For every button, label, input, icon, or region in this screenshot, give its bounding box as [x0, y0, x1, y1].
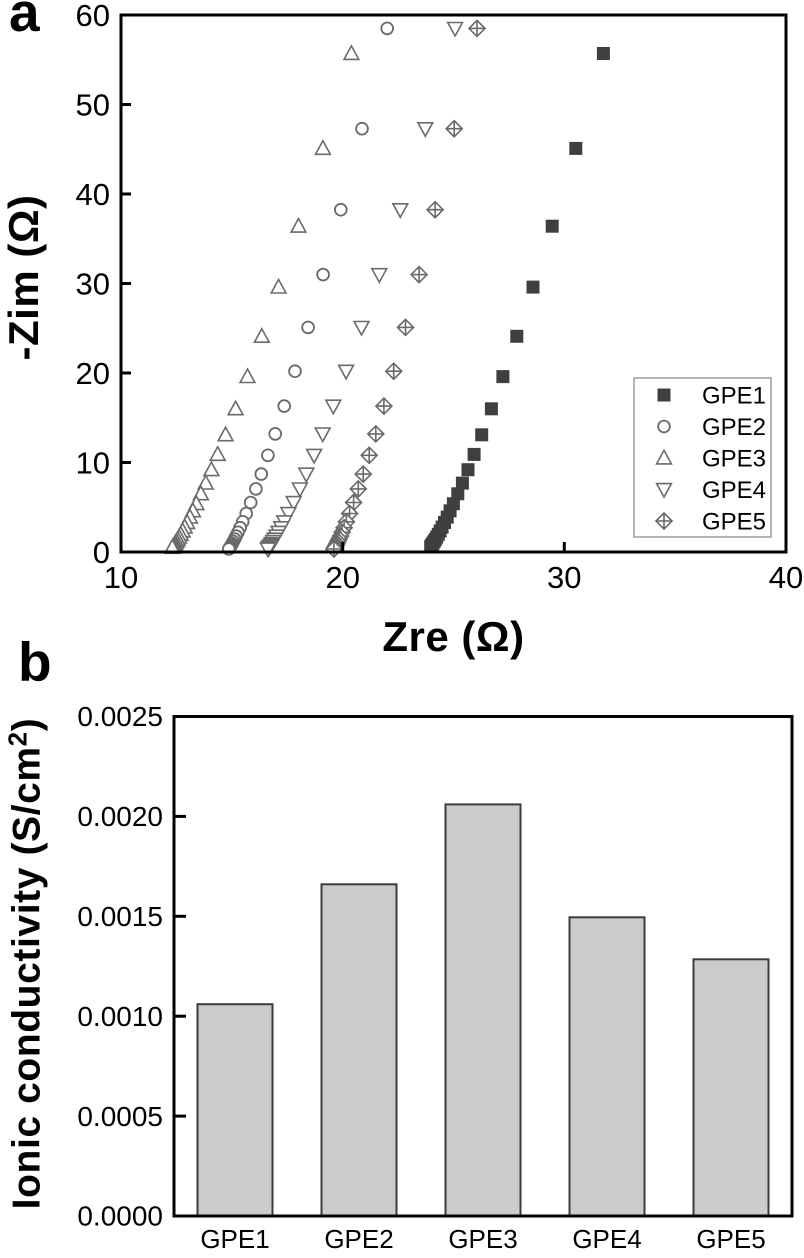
svg-text:60: 60	[76, 0, 110, 33]
svg-text:30: 30	[547, 560, 581, 595]
svg-text:GPE3: GPE3	[448, 1224, 517, 1253]
svg-text:0.0020: 0.0020	[77, 801, 163, 832]
svg-text:0.0005: 0.0005	[77, 1101, 163, 1132]
svg-text:GPE5: GPE5	[702, 509, 766, 536]
svg-text:GPE2: GPE2	[324, 1224, 393, 1253]
svg-text:0.0010: 0.0010	[77, 1001, 163, 1032]
svg-text:0.0015: 0.0015	[77, 901, 163, 932]
svg-text:50: 50	[76, 87, 110, 122]
svg-text:GPE5: GPE5	[696, 1224, 765, 1253]
svg-text:Zre (Ω): Zre (Ω)	[382, 613, 524, 660]
svg-text:Ionic conductivity (S/cm2): Ionic conductivity (S/cm2)	[3, 718, 49, 1210]
svg-text:20: 20	[76, 356, 110, 391]
svg-text:10: 10	[104, 560, 138, 595]
svg-text:20: 20	[325, 560, 359, 595]
svg-text:30: 30	[76, 266, 110, 301]
svg-text:GPE2: GPE2	[702, 414, 766, 441]
svg-text:GPE4: GPE4	[702, 477, 766, 504]
svg-text:10: 10	[76, 445, 110, 480]
svg-text:a: a	[9, 0, 40, 43]
svg-text:40: 40	[76, 177, 110, 212]
svg-text:0.0025: 0.0025	[77, 701, 163, 732]
svg-text:GPE1: GPE1	[702, 383, 766, 410]
svg-text:-Zim (Ω): -Zim (Ω)	[0, 195, 47, 361]
svg-text:GPE1: GPE1	[200, 1224, 269, 1253]
svg-text:0: 0	[93, 535, 110, 570]
svg-text:0.0000: 0.0000	[77, 1201, 163, 1232]
svg-text:b: b	[18, 631, 52, 693]
svg-text:GPE4: GPE4	[572, 1224, 641, 1253]
svg-text:GPE3: GPE3	[702, 446, 766, 473]
svg-text:40: 40	[769, 560, 803, 595]
